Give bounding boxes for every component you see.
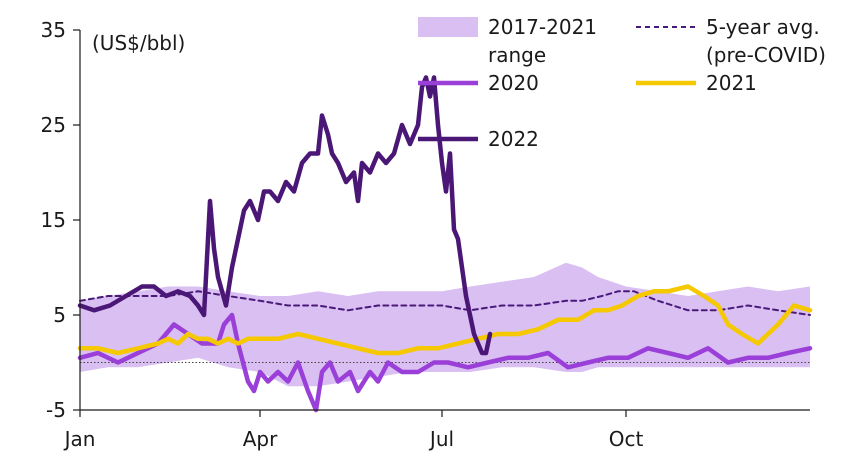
- range-band-2017-2021: [80, 262, 810, 387]
- legend-label-range: range: [488, 43, 546, 67]
- series-layer: [77, 75, 813, 413]
- y-tick-label: 5: [53, 303, 66, 327]
- y-tick-label: 15: [41, 208, 66, 232]
- y-tick-label: 25: [41, 113, 66, 137]
- axes-layer: [73, 29, 810, 417]
- legend-label-s2021: 2021: [706, 71, 757, 95]
- legend: 2017-2021 range 5-year avg. (pre-COVID) 2020…: [418, 15, 826, 151]
- tick-labels-layer: -5 5 15 25 35 Jan Apr Jul Oct: [41, 18, 644, 451]
- range-band-layer: [80, 262, 810, 387]
- x-tick-label-jan: Jan: [63, 427, 96, 451]
- legend-label-s2022: 2022: [488, 127, 539, 151]
- legend-label-range: 2017-2021: [488, 15, 597, 39]
- y-tick-label: -5: [46, 398, 66, 422]
- series-line-s2020: [77, 312, 813, 413]
- x-tick-label-jul: Jul: [428, 427, 454, 451]
- legend-swatch-range: [418, 17, 478, 37]
- legend-label-s2020: 2020: [488, 71, 539, 95]
- legend-label-avg: (pre-COVID): [706, 43, 826, 67]
- series-line-s2021: [77, 284, 813, 356]
- x-tick-label-oct: Oct: [609, 427, 644, 451]
- legend-label-avg: 5-year avg.: [706, 15, 820, 39]
- y-tick-label: 35: [41, 18, 66, 42]
- series-line-s2022: [77, 75, 493, 356]
- x-tick-label-apr: Apr: [243, 427, 278, 451]
- y-axis-unit-label: (US$/bbl): [92, 31, 185, 55]
- series-line-avg: [79, 290, 811, 316]
